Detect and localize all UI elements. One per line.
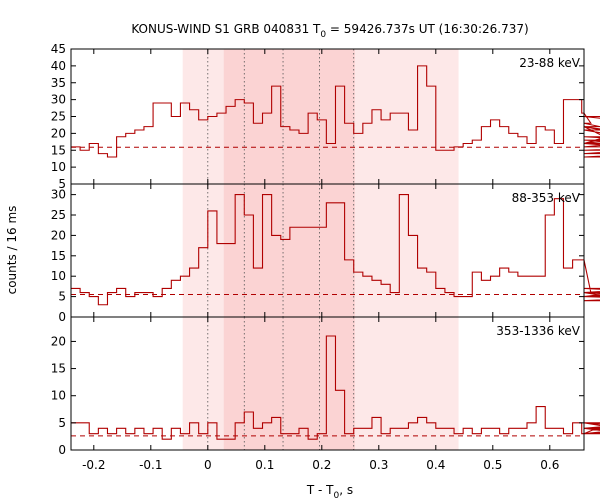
panel-3: 0 5 10 15 20 353-1336 keV [51,316,600,457]
panel-1: 5 10 15 20 25 30 35 40 45 23-88 keV [51,42,600,191]
x-axis-label: T - T0, s [306,483,353,500]
y-tick-label: 20 [51,228,66,242]
energy-band-label: 88-353 keV [512,191,581,205]
y-tick-label: 45 [51,42,66,56]
panel-2: 0 5 10 15 20 25 30 88-353 keV [51,183,600,324]
plot-area: 5 10 15 20 25 30 35 40 45 23-88 keV 0 5 10 15 20 25 30 88… [51,42,600,472]
x-tick-label: 0.5 [483,458,502,472]
x-tick-label: -0.1 [139,458,162,472]
y-tick-label: 10 [51,389,66,403]
x-tick-label: 0 [204,458,212,472]
y-tick-label: 30 [51,188,66,202]
panel-frame [70,316,585,451]
energy-band-label: 23-88 keV [519,56,581,70]
y-tick-label: 25 [51,208,66,222]
y-tick-label: 30 [51,93,66,107]
light-curve-1 [71,65,600,158]
y-tick-label: 20 [51,126,66,140]
y-tick-label: 0 [58,443,66,457]
y-tick-label: 35 [51,76,66,90]
y-tick-label: 10 [51,269,66,283]
energy-band-label: 353-1336 keV [496,324,580,338]
y-tick-label: 10 [51,160,66,174]
y-tick-label: 15 [51,362,66,376]
light-curve-2 [71,194,600,306]
x-tick-label: 0.2 [312,458,331,472]
y-tick-label: 5 [58,177,66,191]
y-tick-label: 20 [51,334,66,348]
y-tick-label: 25 [51,110,66,124]
y-tick-label: 15 [51,249,66,263]
shaded-region-inner [223,317,355,450]
y-tick-label: 15 [51,143,66,157]
y-tick-label: 5 [58,416,66,430]
y-axis-label: counts / 16 ms [5,206,19,295]
x-tick-label: 0.3 [369,458,388,472]
shaded-region-inner [223,184,355,317]
x-tick-label: 0.4 [426,458,445,472]
light-curve-3 [71,335,600,440]
y-tick-label: 0 [58,310,66,324]
chart-title: KONUS-WIND S1 GRB 040831 T0 = 59426.737s… [131,22,528,40]
x-tick-label: 0.6 [540,458,559,472]
x-tick-label: 0.1 [255,458,274,472]
y-tick-label: 5 [58,290,66,304]
y-tick-label: 40 [51,59,66,73]
shaded-region-inner [223,49,355,184]
x-tick-label: -0.2 [82,458,105,472]
